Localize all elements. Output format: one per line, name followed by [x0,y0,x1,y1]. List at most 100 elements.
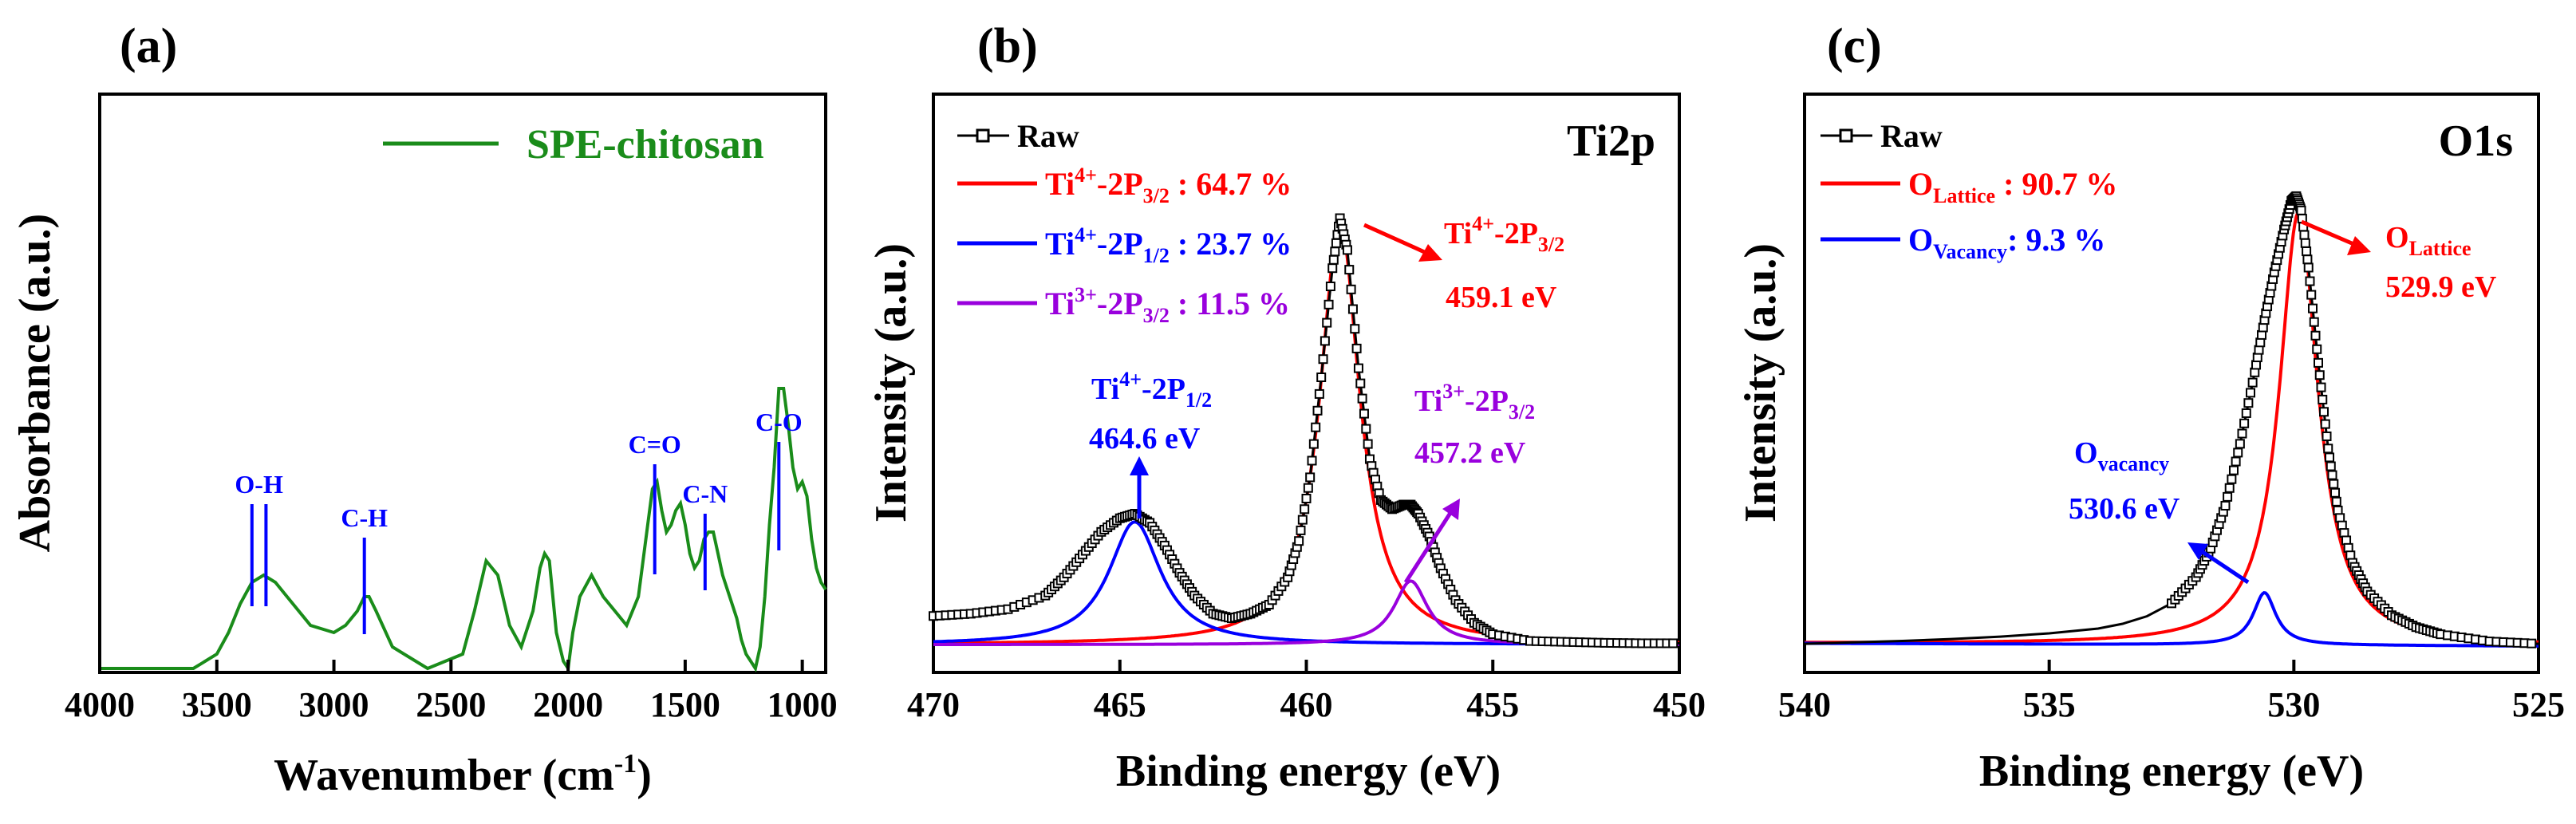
panel-b-legend-label-ti3-3-2: Ti3+-2P3/2 : 11.5 % [1045,283,1290,327]
panel-a-peak-marker-label: C-H [341,503,388,532]
panel-c-raw-marker [2302,254,2313,265]
panel-c-raw-marker [2330,487,2341,498]
panel-b-raw-marker [1296,525,1306,535]
panel-b-x-axis-title: Binding energy (eV) [1116,747,1501,796]
panel-c-raw-marker [2233,447,2243,458]
panel-c-raw-marker [2316,382,2326,392]
panel-b-raw-marker [1668,638,1679,649]
panel-c-raw-marker [2319,407,2329,417]
panel-c-annot-value-vacancy: 530.6 eV [2069,492,2180,526]
panel-c-raw-marker [2312,344,2322,354]
panel-b-corner-title: Ti2p [1567,116,1655,166]
panel-c-raw-marker [2331,496,2341,507]
panel-c-raw-marker [2318,394,2328,404]
panel-c-tick-label: 535 [2023,685,2076,724]
panel-c-raw-marker [2307,303,2318,313]
panel-b-raw-marker [1316,373,1327,382]
panel-b-tick-label: 470 [907,685,960,724]
panel-c-raw-marker [2247,377,2258,388]
panel-b-tick-label: 455 [1466,685,1519,724]
panel-c-annot-label-lattice: OLattice [2385,221,2471,260]
panel-c-raw-marker [2296,205,2306,215]
panel-c-raw-marker [2228,465,2239,475]
panel-c-raw-marker [2303,262,2314,273]
panel-b-annotation-ti4-1-2: Ti4+-2P1/2 464.6 eV [1089,368,1212,518]
panel-c-raw-marker [2314,370,2325,380]
panel-b-raw-marker [1325,282,1335,291]
panel-a-series-line [100,387,827,673]
panel-b-y-axis-title: Intensity (a.u.) [866,243,916,522]
panel-c-raw-marker [2246,388,2256,398]
panel-b-legend-raw-label: Raw [1017,118,1079,154]
panel-b-tick-label: 450 [1653,685,1706,724]
panel-a-peak-marker-label: C-O [755,408,803,436]
panel-b-raw-marker [1308,439,1319,449]
panel-c-label: (c) [1827,19,1882,73]
panel-c-annotation-vacancy: Ovacancy 530.6 eV [2069,436,2250,585]
panel-b-annotation-ti3-3-2: Ti3+-2P3/2 457.2 eV [1403,380,1535,584]
panel-b-arrowhead-ti3-3-2 [1442,499,1460,520]
panel-c-raw-marker [2220,500,2231,511]
panel-c-raw-marker [2306,290,2317,300]
panel-c-raw-markers [2167,191,2537,649]
panel-b-x-ticks: 470 465 460 455 450 [907,660,1706,724]
panel-c-tick-label: 530 [2267,685,2320,724]
panel-a-tick-label: 3500 [182,685,252,724]
panel-c-arrowhead-lattice [2347,236,2371,255]
panel-a-peak-marker-label: C=O [629,430,681,459]
panel-b-raw-marker [1361,424,1371,434]
panel-c-raw-marker [2305,276,2315,286]
panel-b-annot-label-ti3-3-2: Ti3+-2P3/2 [1414,380,1535,424]
panel-a-plot-area: O-H C-H C=OC-N C-O [100,387,827,673]
panel-b-raw-marker [1303,483,1313,493]
panel-c-y-axis-title: Intensity (a.u.) [1736,243,1785,522]
panel-b-raw-marker [1322,317,1332,328]
panel-b-plot-area [929,213,1680,649]
panel-b-annot-label-ti4-3-2: Ti4+-2P3/2 [1444,212,1564,256]
panel-b-raw-marker [1328,254,1339,265]
panel-b-legend-raw-marker [976,128,990,143]
panel-c-raw-marker [2223,491,2233,502]
panel-c-raw-marker [2237,428,2247,439]
panel-a-tick-label: 1000 [767,685,838,724]
panel-c-tick-label: 525 [2512,685,2565,724]
panel-c-raw-marker [2527,638,2537,649]
panel-c-plot-area [1804,191,2539,649]
panel-b-raw-marker [1320,336,1330,346]
panel-b-raw-marker [1327,263,1338,274]
panel-c-arrow-lattice [2301,219,2358,248]
panel-c-raw-marker [2241,408,2251,418]
panel-b-annot-value-ti4-3-2: 459.1 eV [1446,281,1557,314]
panel-c-raw-marker [2235,439,2245,449]
panel-c-legend-label-lattice: OLattice : 90.7 % [1908,166,2117,207]
panel-a-y-axis-title: Absorbance (a.u.) [10,214,60,553]
panel-b-raw-marker [1301,494,1312,503]
panel-a-legend-label: SPE-chitosan [527,122,764,168]
panel-b-raw-marker [1314,388,1324,399]
panel-b-raw-marker [1353,363,1363,373]
panel-b-legend: Raw Ti4+-2P3/2 : 64.7 % Ti4+-2P1/2 : 23.… [957,118,1292,327]
panel-c-legend-label-vacancy: OVacancy: 9.3 % [1908,222,2105,263]
panel-c-arrowhead-vacancy [2187,542,2208,560]
panel-b-raw-marker [1324,299,1334,309]
panel-a-x-axis-title: Wavenumber (cm-1) [274,749,652,800]
panel-b-arrow-ti3-3-2 [1403,509,1454,584]
panel-c-legend-raw-marker [1839,128,1853,143]
panel-c-frame [1803,93,2540,674]
panel-c-legend-raw-label: Raw [1880,118,1943,154]
panel-a-label: (a) [120,19,177,73]
panel-b-raw-marker [1311,422,1321,432]
panel-b-raw-marker [1318,354,1328,365]
panel-c-raw-marker [2224,483,2235,493]
panel-b-raw-marker [1330,246,1340,257]
panel-b-raw-marker [1294,536,1304,546]
panel-c-legend: Raw OLattice : 90.7 % OVacancy: 9.3 % [1821,118,2117,263]
panel-b-raw-marker [1363,439,1373,449]
panel-b-tick-label: 465 [1094,685,1146,724]
panel-b-annot-label-ti4-1-2: Ti4+-2P1/2 [1091,368,1212,412]
panel-b-raw-marker [1297,515,1308,525]
panel-b-raw-line [933,218,1679,645]
panel-c-corner-title: O1s [2439,116,2513,166]
panel-b-arrowhead-ti4-1-2 [1130,456,1149,475]
